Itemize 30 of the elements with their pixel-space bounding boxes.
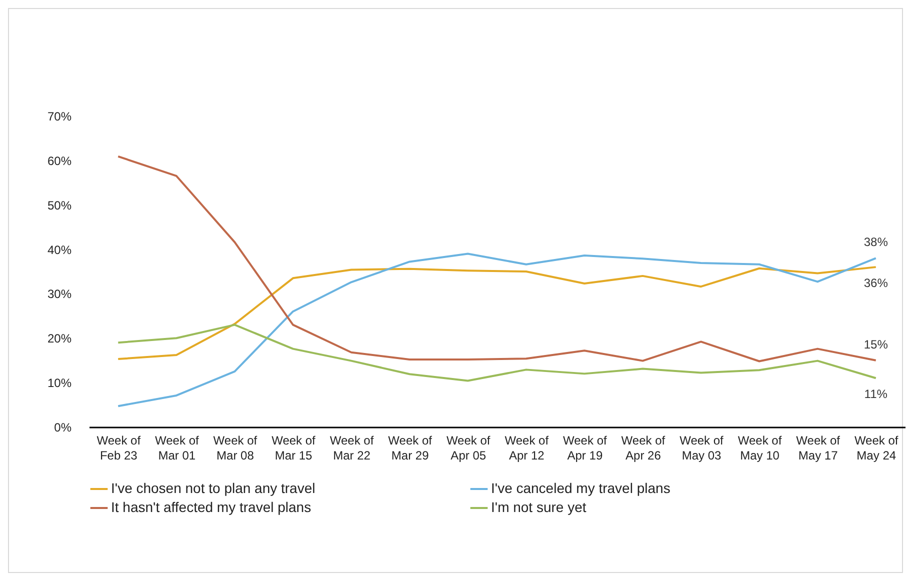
x-tick-label: Week of Mar 01 — [155, 434, 200, 462]
y-tick-label: 40% — [47, 242, 72, 257]
y-tick-label: 60% — [47, 154, 72, 168]
y-tick-label: 70% — [47, 110, 72, 124]
data-label: 36% — [864, 276, 888, 290]
x-tick-label: Week of Apr 19 — [563, 434, 608, 462]
x-tick-label: Week of Mar 29 — [388, 434, 433, 462]
x-tick-label: Week of Mar 22 — [330, 434, 374, 462]
y-tick-label: 0% — [54, 420, 72, 434]
x-tick-label: Week of May 03 — [680, 434, 724, 462]
x-tick-label: Week of Mar 15 — [272, 434, 316, 462]
legend-label: I've canceled my travel plans — [491, 480, 670, 496]
legend-label: I've chosen not to plan any travel — [111, 480, 316, 496]
x-tick-label: Week of May 10 — [738, 434, 782, 462]
x-tick-label: Week of Feb 23 — [96, 434, 142, 462]
legend-label: I'm not sure yet — [491, 499, 586, 515]
x-tick-label: Week of May 24 — [854, 434, 899, 462]
y-tick-label: 30% — [47, 287, 72, 302]
x-tick-label: Week of May 17 — [796, 434, 841, 462]
data-label: 15% — [864, 337, 888, 352]
x-tick-label: Week of Apr 26 — [621, 434, 666, 462]
data-label: 11% — [864, 387, 888, 402]
y-tick-label: 50% — [47, 198, 72, 212]
data-label: 38% — [864, 235, 888, 250]
x-tick-label: Week of Apr 12 — [504, 434, 550, 462]
y-tick-label: 20% — [47, 332, 72, 346]
x-tick-label: Week of Apr 05 — [446, 434, 491, 462]
x-tick-label: Week of Mar 08 — [213, 434, 258, 462]
y-tick-label: 10% — [47, 376, 72, 390]
legend-label: It hasn't affected my travel plans — [111, 499, 312, 515]
